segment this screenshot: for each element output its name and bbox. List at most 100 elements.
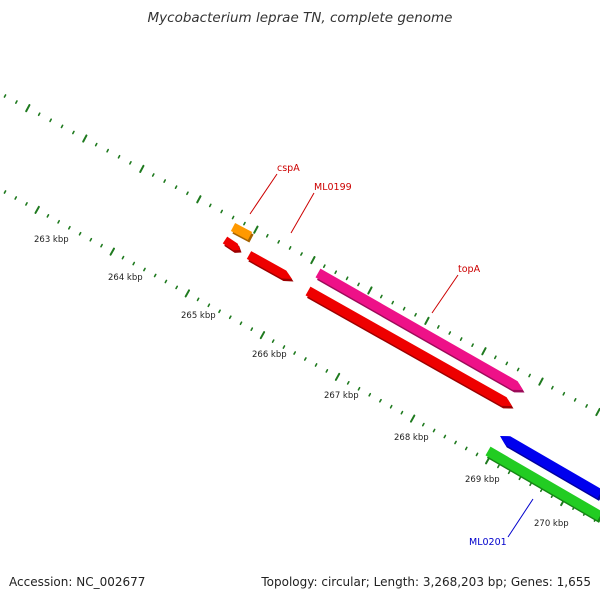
inner-tick xyxy=(314,363,318,367)
gene-label-leader xyxy=(249,173,278,215)
inner-tick xyxy=(34,205,40,214)
outer-tick xyxy=(243,221,246,226)
outer-tick xyxy=(117,154,121,159)
gene-red-long[interactable] xyxy=(305,286,514,409)
genome-summary-text: Topology: circular; Length: 3,268,203 bp… xyxy=(261,575,591,589)
outer-tick xyxy=(37,112,41,117)
inner-tick xyxy=(497,464,500,469)
outer-tick xyxy=(49,118,52,123)
gene-label[interactable]: topA xyxy=(458,264,481,275)
inner-tick xyxy=(379,398,382,403)
inner-tick xyxy=(218,309,221,314)
outer-tick xyxy=(471,343,474,348)
inner-tick xyxy=(518,476,522,481)
inner-tick xyxy=(432,428,436,433)
outer-tick xyxy=(345,276,349,281)
gene-label[interactable]: cspA xyxy=(277,163,300,174)
outer-tick xyxy=(253,225,259,234)
kbp-label: 263 kbp xyxy=(34,235,69,245)
outer-tick xyxy=(277,239,281,244)
inner-tick xyxy=(293,351,297,355)
outer-tick xyxy=(129,160,132,165)
inner-tick xyxy=(357,386,361,391)
inner-tick xyxy=(529,482,533,487)
outer-tick xyxy=(573,397,577,402)
inner-tick xyxy=(409,414,416,423)
inner-tick xyxy=(14,196,18,200)
outer-tick xyxy=(357,282,360,287)
inner-tick xyxy=(443,434,447,439)
outer-tick xyxy=(379,294,383,299)
outer-tick xyxy=(505,361,509,366)
inner-tick xyxy=(153,273,157,278)
gene-red-small[interactable] xyxy=(222,236,242,253)
outer-tick xyxy=(196,195,202,204)
inner-tick xyxy=(3,190,7,194)
inner-tick xyxy=(239,321,243,326)
kbp-label: 265 kbp xyxy=(181,311,216,321)
outer-tick xyxy=(174,185,178,190)
outer-tick xyxy=(72,130,75,135)
outer-tick xyxy=(220,209,224,214)
gene-label[interactable]: ML0201 xyxy=(469,537,507,548)
outer-tick xyxy=(585,404,588,408)
inner-tick xyxy=(89,237,93,242)
genome-backbone xyxy=(0,0,600,315)
gene-ML0199[interactable] xyxy=(246,251,294,282)
inner-tick xyxy=(67,225,71,230)
outer-tick xyxy=(481,347,487,356)
inner-tick xyxy=(271,339,275,343)
inner-tick-track xyxy=(3,190,597,522)
outer-tick xyxy=(459,337,463,341)
outer-tick xyxy=(436,325,440,329)
gene-label[interactable]: ML0199 xyxy=(314,182,352,193)
gene-orange-small[interactable] xyxy=(230,223,254,243)
gene-blue[interactable] xyxy=(500,436,600,501)
inner-tick xyxy=(132,261,136,266)
outer-tick xyxy=(402,306,406,311)
outer-tick xyxy=(139,164,145,174)
inner-tick xyxy=(57,219,61,224)
gene-ML0201[interactable] xyxy=(485,446,600,523)
inner-tick xyxy=(164,279,168,284)
inner-tick xyxy=(421,422,425,427)
outer-tick xyxy=(367,286,373,295)
inner-tick xyxy=(25,202,28,206)
outer-tick xyxy=(25,104,31,113)
outer-tick xyxy=(265,233,269,238)
inner-tick xyxy=(334,372,341,381)
outer-tick xyxy=(424,316,430,325)
kbp-label: 268 kbp xyxy=(394,433,429,443)
outer-tick xyxy=(310,255,316,265)
inner-tick xyxy=(78,231,82,236)
kbp-scale-labels: 263 kbp 264 kbp 265 kbp 266 kbp 267 kbp 268 k… xyxy=(34,235,569,529)
outer-tick xyxy=(494,355,497,360)
genome-title: Mycobacterium leprae TN, complete genome xyxy=(147,10,453,26)
outer-tick xyxy=(322,264,326,269)
outer-tick xyxy=(82,134,88,143)
outer-tick xyxy=(516,367,520,372)
outer-tick xyxy=(562,391,566,396)
outer-tick xyxy=(595,407,600,417)
outer-tick xyxy=(288,246,292,250)
inner-tick xyxy=(282,345,286,349)
outer-tick xyxy=(391,300,395,305)
outer-tick xyxy=(15,100,18,104)
outer-tick xyxy=(538,377,544,386)
inner-tick xyxy=(46,214,50,218)
inner-tick xyxy=(389,404,393,409)
outer-tick xyxy=(231,215,235,220)
outer-tick xyxy=(300,252,303,256)
inner-tick xyxy=(184,289,191,298)
inner-tick xyxy=(175,285,179,290)
gene-topA[interactable] xyxy=(315,268,525,393)
inner-tick xyxy=(121,255,125,260)
kbp-label: 267 kbp xyxy=(324,391,359,401)
accession-text: Accession: NC_002677 xyxy=(9,575,146,589)
outer-tick xyxy=(414,312,417,317)
kbp-label: 270 kbp xyxy=(534,519,569,529)
outer-tick xyxy=(163,179,167,183)
gene-track[interactable] xyxy=(222,223,600,523)
